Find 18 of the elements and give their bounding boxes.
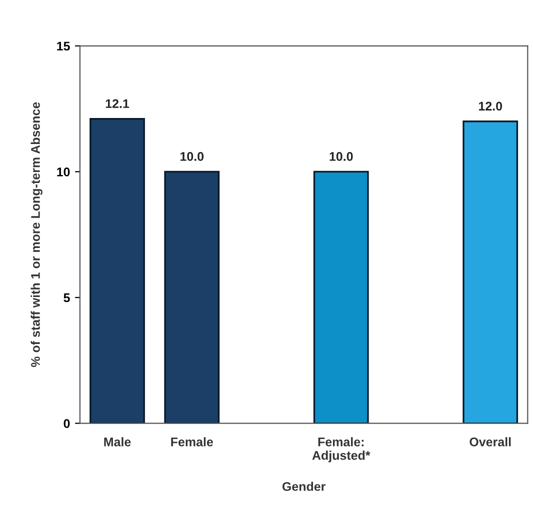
y-tick-label: 5 bbox=[64, 293, 70, 302]
y-tick-label: 10 bbox=[57, 168, 70, 176]
x-tick-label: Female: Adjusted* bbox=[312, 437, 370, 462]
y-tick-label: 15 bbox=[57, 42, 70, 51]
data-label: 12.0 bbox=[478, 102, 502, 111]
data-label: 12.1 bbox=[106, 99, 130, 108]
bar bbox=[164, 170, 220, 424]
bar bbox=[313, 170, 369, 424]
data-label: 10.0 bbox=[180, 152, 204, 161]
x-tick-label: Male bbox=[104, 437, 131, 446]
x-tick-label: Female bbox=[171, 437, 213, 446]
x-axis-title: Gender bbox=[282, 482, 326, 491]
bar bbox=[90, 118, 145, 424]
y-axis-title: % of staff with 1 or more Long-term Absence bbox=[30, 102, 42, 368]
data-label: 10.0 bbox=[330, 152, 353, 161]
bar bbox=[462, 120, 518, 424]
y-tick-label: 0 bbox=[64, 419, 70, 428]
x-tick-label: Overall bbox=[470, 437, 511, 446]
